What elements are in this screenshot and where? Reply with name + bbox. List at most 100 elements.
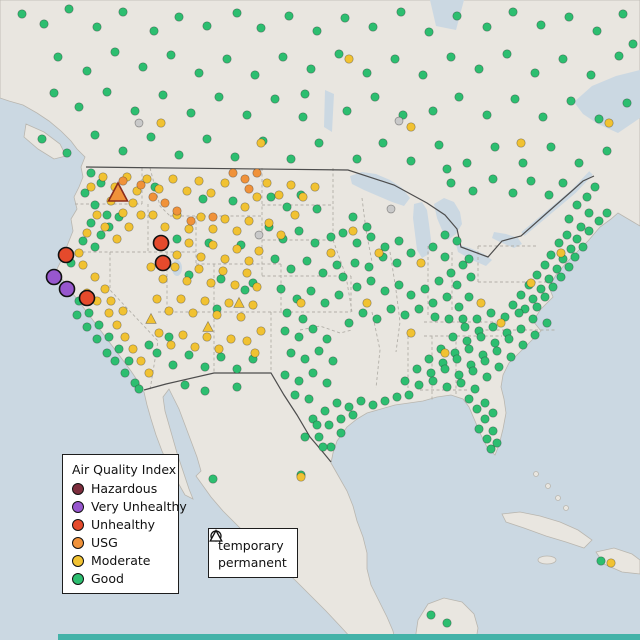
- aqi-marker-moderate[interactable]: [252, 192, 262, 202]
- aqi-marker-usg[interactable]: [208, 212, 218, 222]
- aqi-marker-moderate[interactable]: [132, 186, 142, 196]
- aqi-marker-good[interactable]: [562, 230, 572, 240]
- aqi-marker-good[interactable]: [242, 110, 252, 120]
- aqi-marker-moderate[interactable]: [296, 298, 306, 308]
- aqi-marker-moderate[interactable]: [240, 202, 250, 212]
- aqi-marker-good[interactable]: [172, 234, 182, 244]
- aqi-marker-moderate[interactable]: [182, 276, 192, 286]
- aqi-marker-good[interactable]: [130, 378, 140, 388]
- aqi-marker-good[interactable]: [486, 308, 496, 318]
- aqi-marker-good[interactable]: [540, 260, 550, 270]
- aqi-marker-moderate[interactable]: [244, 256, 254, 266]
- aqi-marker-good[interactable]: [348, 410, 358, 420]
- aqi-marker-good[interactable]: [72, 310, 82, 320]
- aqi-marker-good[interactable]: [480, 356, 490, 366]
- aqi-marker-good[interactable]: [504, 334, 514, 344]
- aqi-marker-moderate[interactable]: [106, 296, 116, 306]
- aqi-marker-good[interactable]: [460, 322, 470, 332]
- aqi-marker-good[interactable]: [86, 168, 96, 178]
- aqi-marker-very_unhealthy[interactable]: [58, 280, 76, 298]
- aqi-marker-good[interactable]: [180, 380, 190, 390]
- aqi-marker-good[interactable]: [120, 368, 130, 378]
- aqi-marker-good[interactable]: [536, 20, 546, 30]
- aqi-marker-good[interactable]: [392, 392, 402, 402]
- aqi-marker-good[interactable]: [470, 384, 480, 394]
- aqi-marker-good[interactable]: [82, 66, 92, 76]
- aqi-marker-moderate[interactable]: [176, 294, 186, 304]
- aqi-marker-moderate[interactable]: [156, 118, 166, 128]
- aqi-marker-good[interactable]: [480, 398, 490, 408]
- aqi-marker-good[interactable]: [556, 272, 566, 282]
- aqi-marker-good[interactable]: [344, 402, 354, 412]
- aqi-marker-good[interactable]: [286, 154, 296, 164]
- aqi-marker-good[interactable]: [464, 254, 474, 264]
- aqi-marker-moderate[interactable]: [92, 210, 102, 220]
- aqi-marker-good[interactable]: [80, 188, 90, 198]
- aqi-marker-good[interactable]: [574, 158, 584, 168]
- aqi-marker-good[interactable]: [428, 376, 438, 386]
- aqi-marker-moderate[interactable]: [232, 244, 242, 254]
- aqi-marker-good[interactable]: [276, 284, 286, 294]
- aqi-marker-good[interactable]: [400, 310, 410, 320]
- aqi-marker-good[interactable]: [368, 400, 378, 410]
- aqi-marker-good[interactable]: [326, 232, 336, 242]
- aqi-marker-missing[interactable]: [394, 116, 404, 126]
- aqi-marker-good[interactable]: [440, 252, 450, 262]
- aqi-marker-good[interactable]: [594, 114, 604, 124]
- aqi-marker-missing[interactable]: [386, 204, 396, 214]
- aqi-marker-good[interactable]: [370, 92, 380, 102]
- aqi-marker-moderate[interactable]: [160, 222, 170, 232]
- aqi-marker-good[interactable]: [420, 284, 430, 294]
- aqi-marker-moderate-permanent[interactable]: [233, 296, 245, 308]
- aqi-marker-good[interactable]: [454, 302, 464, 312]
- aqi-marker-good[interactable]: [84, 308, 94, 318]
- aqi-marker-moderate[interactable]: [232, 226, 242, 236]
- aqi-marker-good[interactable]: [428, 242, 438, 252]
- aqi-marker-good[interactable]: [426, 368, 436, 378]
- aqi-marker-good[interactable]: [530, 330, 540, 340]
- aqi-marker-good[interactable]: [334, 290, 344, 300]
- aqi-marker-moderate[interactable]: [406, 328, 416, 338]
- aqi-marker-good[interactable]: [114, 344, 124, 354]
- aqi-marker-usg[interactable]: [118, 176, 128, 186]
- aqi-marker-good[interactable]: [282, 202, 292, 212]
- aqi-marker-usg[interactable]: [186, 216, 196, 226]
- aqi-marker-good[interactable]: [308, 368, 318, 378]
- aqi-marker-good[interactable]: [94, 320, 104, 330]
- aqi-marker-moderate[interactable]: [230, 280, 240, 290]
- aqi-marker-good[interactable]: [492, 438, 502, 448]
- aqi-marker-good[interactable]: [306, 286, 316, 296]
- aqi-marker-good[interactable]: [440, 364, 450, 374]
- aqi-marker-good[interactable]: [352, 154, 362, 164]
- aqi-marker-good[interactable]: [494, 362, 504, 372]
- aqi-marker-good[interactable]: [208, 474, 218, 484]
- aqi-marker-good[interactable]: [310, 238, 320, 248]
- aqi-marker-good[interactable]: [250, 70, 260, 80]
- aqi-marker-good[interactable]: [168, 360, 178, 370]
- aqi-marker-good[interactable]: [174, 150, 184, 160]
- aqi-marker-good[interactable]: [356, 396, 366, 406]
- aqi-marker-moderate[interactable]: [178, 330, 188, 340]
- aqi-marker-good[interactable]: [474, 424, 484, 434]
- aqi-marker-good[interactable]: [332, 398, 342, 408]
- aqi-marker-moderate[interactable]: [152, 294, 162, 304]
- aqi-marker-moderate[interactable]: [250, 348, 260, 358]
- aqi-marker-moderate[interactable]: [100, 284, 110, 294]
- aqi-marker-good[interactable]: [464, 394, 474, 404]
- aqi-marker-good[interactable]: [622, 98, 632, 108]
- aqi-marker-good[interactable]: [442, 292, 452, 302]
- aqi-marker-good[interactable]: [564, 12, 574, 22]
- aqi-marker-good[interactable]: [102, 348, 112, 358]
- aqi-marker-good[interactable]: [336, 428, 346, 438]
- aqi-marker-good[interactable]: [488, 322, 498, 332]
- aqi-marker-good[interactable]: [476, 332, 486, 342]
- aqi-marker-good[interactable]: [530, 68, 540, 78]
- aqi-marker-good[interactable]: [394, 236, 404, 246]
- aqi-marker-moderate[interactable]: [194, 264, 204, 274]
- aqi-marker-good[interactable]: [514, 308, 524, 318]
- aqi-marker-moderate[interactable]: [298, 192, 308, 202]
- aqi-marker-good[interactable]: [558, 54, 568, 64]
- aqi-marker-good[interactable]: [364, 262, 374, 272]
- aqi-marker-good[interactable]: [502, 49, 512, 59]
- aqi-marker-good[interactable]: [380, 242, 390, 252]
